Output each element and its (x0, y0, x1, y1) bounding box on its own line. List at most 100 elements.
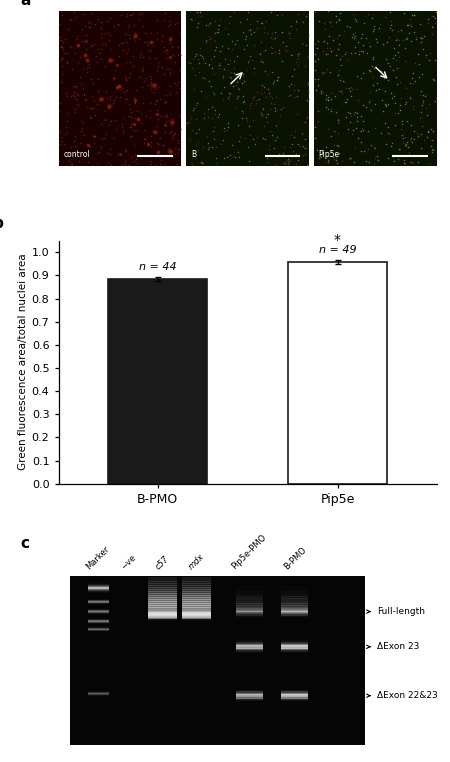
Text: mdx: mdx (187, 552, 206, 572)
Bar (281, 642, 308, 643)
Bar (182, 615, 211, 616)
Bar (281, 650, 308, 651)
Bar (148, 611, 177, 612)
Bar (148, 618, 177, 619)
Bar (182, 587, 211, 590)
Bar (281, 589, 308, 592)
Bar (236, 640, 263, 641)
Bar (281, 591, 308, 594)
Bar (281, 586, 308, 590)
Bar (281, 594, 308, 597)
Bar (281, 606, 308, 609)
Bar (148, 613, 177, 616)
Bar (281, 644, 308, 645)
Bar (148, 614, 177, 615)
Bar (148, 577, 177, 579)
Bar (148, 609, 177, 610)
Bar (182, 583, 211, 586)
Bar (236, 652, 263, 653)
Bar (182, 604, 211, 607)
Bar (182, 616, 211, 619)
Bar (236, 603, 263, 607)
Bar (281, 644, 308, 645)
Bar (148, 597, 177, 600)
Bar (148, 583, 177, 586)
Bar (236, 586, 263, 590)
Bar (182, 578, 211, 581)
Bar (182, 605, 211, 608)
Bar (281, 649, 308, 650)
Bar (148, 615, 177, 616)
Bar (148, 604, 177, 607)
Bar (281, 598, 308, 601)
Bar (182, 593, 211, 596)
Bar (148, 616, 177, 619)
Bar (148, 607, 177, 610)
Bar (182, 595, 211, 598)
Bar (182, 584, 211, 588)
Bar (182, 613, 211, 614)
Bar (148, 610, 177, 613)
Bar (148, 613, 177, 614)
Bar (148, 612, 177, 613)
Text: n = 44: n = 44 (139, 262, 176, 272)
Text: Marker: Marker (85, 544, 112, 572)
Bar (182, 599, 211, 602)
Text: ΔExon 23: ΔExon 23 (377, 642, 419, 652)
Bar (182, 611, 211, 612)
Bar (281, 603, 308, 607)
Bar (182, 577, 211, 579)
Text: ΔExon 22&23: ΔExon 22&23 (377, 691, 437, 700)
Bar (70, 576, 364, 744)
Bar (236, 606, 263, 609)
Bar (236, 598, 263, 601)
Bar (182, 601, 211, 604)
Bar (182, 591, 211, 594)
Bar (236, 641, 263, 642)
Y-axis label: Green fluorescence area/total nuclei area: Green fluorescence area/total nuclei are… (18, 254, 27, 470)
Bar (182, 612, 211, 614)
Bar (182, 613, 211, 614)
Bar (236, 594, 263, 597)
Bar (281, 648, 308, 649)
Text: n = 49: n = 49 (319, 245, 356, 255)
Bar (148, 587, 177, 590)
Bar (148, 610, 177, 611)
Bar (236, 645, 263, 646)
Bar (182, 616, 211, 617)
Text: *: * (334, 233, 341, 247)
Text: c57: c57 (154, 554, 171, 572)
Bar (148, 578, 177, 581)
Bar (182, 618, 211, 619)
Bar (182, 610, 211, 613)
Bar (182, 614, 211, 615)
Bar (236, 644, 263, 645)
Text: −ve: −ve (119, 553, 138, 572)
Bar (148, 619, 177, 620)
Text: a: a (21, 0, 31, 8)
Bar (148, 581, 177, 584)
Text: B-PMO: B-PMO (282, 546, 308, 572)
Text: Pip5e-PMO: Pip5e-PMO (230, 533, 269, 572)
Bar (182, 619, 211, 620)
Bar (281, 652, 308, 653)
Bar (182, 620, 211, 621)
Bar (236, 596, 263, 599)
Bar (236, 591, 263, 594)
Bar (236, 589, 263, 592)
Bar (148, 613, 177, 614)
Bar (148, 617, 177, 618)
Bar (148, 610, 177, 611)
Bar (182, 617, 211, 618)
Bar (148, 612, 177, 614)
Bar (281, 600, 308, 604)
Bar (148, 599, 177, 602)
Bar (236, 649, 263, 650)
Bar (182, 612, 211, 613)
Bar (182, 610, 211, 611)
Bar (281, 645, 308, 646)
Bar (236, 651, 263, 652)
Bar (236, 608, 263, 611)
Bar (182, 589, 211, 592)
Bar (182, 609, 211, 610)
